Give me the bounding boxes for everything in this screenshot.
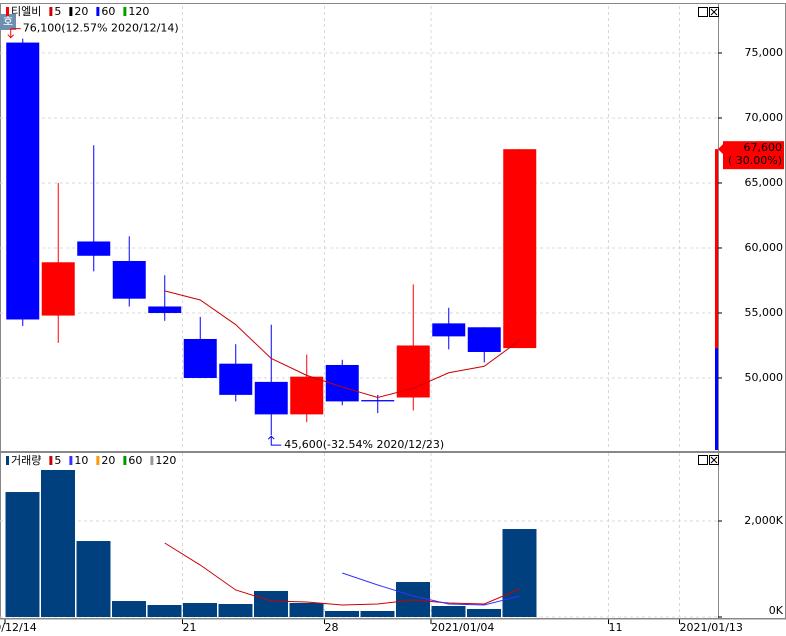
badge-text: 호 xyxy=(3,15,13,28)
volume-bar xyxy=(76,541,111,617)
y-tick-label: 0K xyxy=(769,604,784,617)
ma-line xyxy=(164,290,521,398)
candle-body xyxy=(396,345,430,398)
x-tick-label: 28 xyxy=(325,621,339,634)
legend-marker xyxy=(123,7,127,16)
legend-label[interactable]: 20 xyxy=(74,5,88,18)
candle-body xyxy=(41,262,75,316)
y-tick-label: 60,000 xyxy=(745,241,784,254)
legend-label[interactable]: 120 xyxy=(128,5,149,18)
legend-label[interactable]: 20 xyxy=(101,454,115,467)
annotation: 76,100(12.57% 2020/12/14) xyxy=(23,22,179,35)
x-tick-label: 2021/01/13 xyxy=(680,621,743,634)
candle-body xyxy=(432,323,466,337)
candle-body xyxy=(77,241,111,256)
volume-bar xyxy=(467,608,501,617)
volume-bar xyxy=(112,601,146,617)
badge[interactable] xyxy=(0,14,16,30)
price-tag xyxy=(723,141,784,170)
volume-bar xyxy=(147,605,182,617)
current-range xyxy=(715,149,718,349)
candle-body xyxy=(290,376,324,415)
volume-bar xyxy=(431,606,466,617)
candle-body xyxy=(361,400,395,402)
legend-marker xyxy=(123,456,127,465)
legend-label[interactable]: 120 xyxy=(155,454,176,467)
legend-marker xyxy=(49,456,53,465)
y-tick-label: 55,000 xyxy=(745,306,784,319)
legend-marker xyxy=(6,456,9,465)
candle-body xyxy=(183,338,217,378)
y-tick-label: 75,000 xyxy=(745,46,784,59)
x-tick-label: 2020/12/14 xyxy=(0,621,37,634)
price-panel xyxy=(0,3,786,452)
candle-body xyxy=(503,149,537,349)
legend-label[interactable]: 10 xyxy=(74,454,88,467)
annotation-arrow xyxy=(267,435,282,446)
y-tick-label: 65,000 xyxy=(745,176,784,189)
candle-body xyxy=(254,381,288,415)
legend-label[interactable]: 60 xyxy=(101,5,115,18)
legend-label[interactable]: 5 xyxy=(54,5,61,18)
y-tick-label: 70,000 xyxy=(745,111,784,124)
legend-marker xyxy=(96,7,100,16)
legend-marker xyxy=(49,7,53,16)
legend-marker xyxy=(69,456,73,465)
maximize-button[interactable] xyxy=(698,455,708,465)
annotation-arrow xyxy=(7,28,21,39)
y-tick-label: 50,000 xyxy=(745,371,784,384)
annotation: 45,600(-32.54% 2020/12/23) xyxy=(284,438,444,451)
legend-label[interactable]: 5 xyxy=(54,454,61,467)
x-tick-label: 2021/01/04 xyxy=(431,621,494,634)
ma-line xyxy=(342,572,520,606)
volume-bar xyxy=(502,529,537,617)
close-icon xyxy=(710,8,718,16)
legend-marker xyxy=(96,456,100,465)
candle-body xyxy=(219,363,253,395)
ma-line xyxy=(164,542,520,606)
legend-marker xyxy=(150,456,154,465)
volume-bar xyxy=(218,603,253,617)
volume-bar xyxy=(5,492,40,617)
maximize-button[interactable] xyxy=(698,7,708,17)
y-tick-label: 2,000K xyxy=(744,514,783,527)
volume-bar xyxy=(289,602,324,617)
candle-body xyxy=(6,42,40,320)
close-icon xyxy=(710,456,718,464)
volume-bar xyxy=(396,582,430,617)
panel-buttons xyxy=(698,7,719,465)
legend-marker xyxy=(6,7,9,16)
x-tick-label: 21 xyxy=(183,621,197,634)
volume-bar xyxy=(41,469,75,617)
legend-title[interactable]: 티엘비 xyxy=(11,5,41,18)
x-tick-label: 11 xyxy=(609,621,623,634)
price-pointer xyxy=(718,144,723,155)
volume-bar xyxy=(183,602,217,617)
volume-panel xyxy=(0,452,786,619)
legend-label[interactable]: 60 xyxy=(128,454,142,467)
legend-title[interactable]: 거래량 xyxy=(11,454,41,467)
volume-bar xyxy=(360,611,395,617)
price-tag-value: 67,600 xyxy=(744,141,783,154)
current-range-low xyxy=(715,348,718,450)
candle-body xyxy=(112,260,146,299)
price-tag-change: ( 30.00%) xyxy=(728,154,782,167)
candle-body xyxy=(148,306,182,313)
volume-bar xyxy=(254,590,288,617)
candle-body xyxy=(467,327,501,352)
legend-marker xyxy=(69,7,73,16)
volume-bar xyxy=(325,611,359,617)
